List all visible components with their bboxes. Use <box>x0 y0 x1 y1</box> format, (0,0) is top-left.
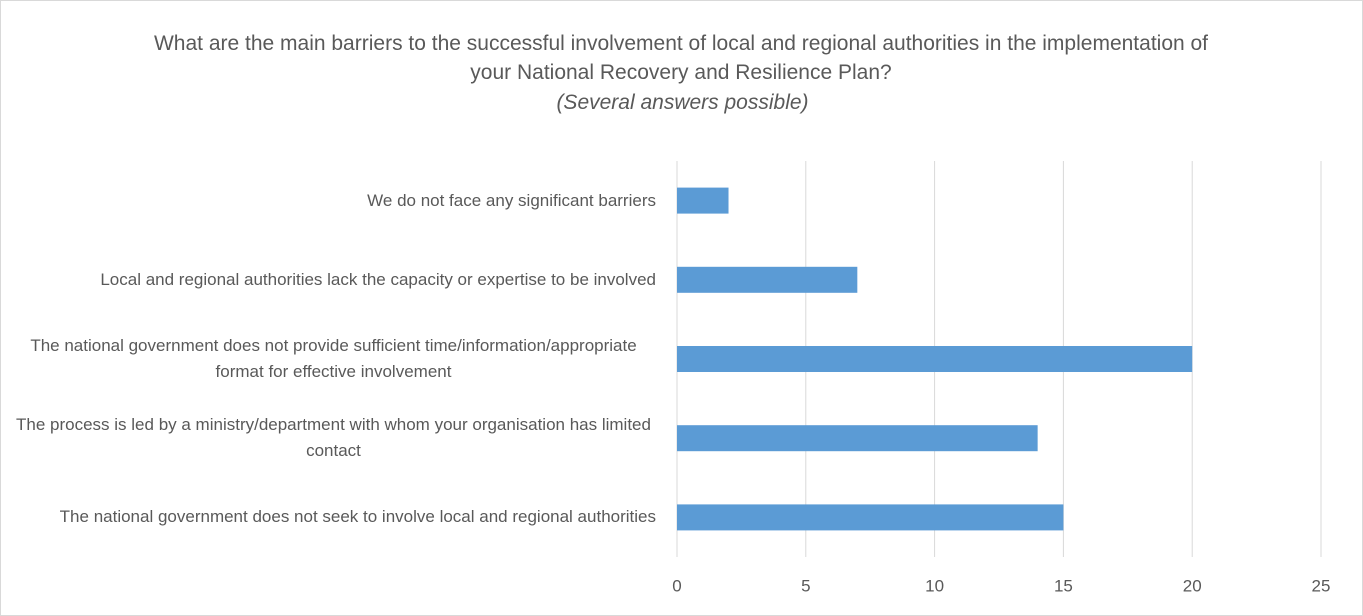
category-label-box: Local and regional authorities lack the … <box>6 250 656 310</box>
category-label-box: The national government does not provide… <box>6 329 656 389</box>
bar <box>677 266 858 293</box>
y-tick-label: The national government does not seek to… <box>59 507 656 527</box>
x-tick-label: 10 <box>925 576 944 595</box>
y-tick-label: Local and regional authorities lack the … <box>100 269 656 289</box>
chart-title: What are the main barriers to the succes… <box>153 32 1209 84</box>
x-tick-label: 15 <box>1054 576 1073 595</box>
bar <box>677 504 1064 531</box>
category-label-box: The process is led by a ministry/departm… <box>6 408 656 468</box>
bar <box>677 346 1193 372</box>
x-tick-label: 20 <box>1183 576 1202 595</box>
chart-subtitle: (Several answers possible) <box>556 91 809 114</box>
category-label-box: The national government does not seek to… <box>6 487 656 547</box>
category-label-box: We do not face any significant barriers <box>6 171 656 231</box>
bar <box>677 425 1038 452</box>
x-tick-label: 5 <box>801 576 810 595</box>
y-tick-label: The national government does not provide… <box>30 336 637 381</box>
bar <box>677 187 729 214</box>
y-tick-label: The process is led by a ministry/departm… <box>16 415 651 461</box>
y-tick-label: We do not face any significant barriers <box>367 190 656 210</box>
x-tick-label: 0 <box>672 576 681 595</box>
x-tick-label: 25 <box>1312 576 1331 595</box>
